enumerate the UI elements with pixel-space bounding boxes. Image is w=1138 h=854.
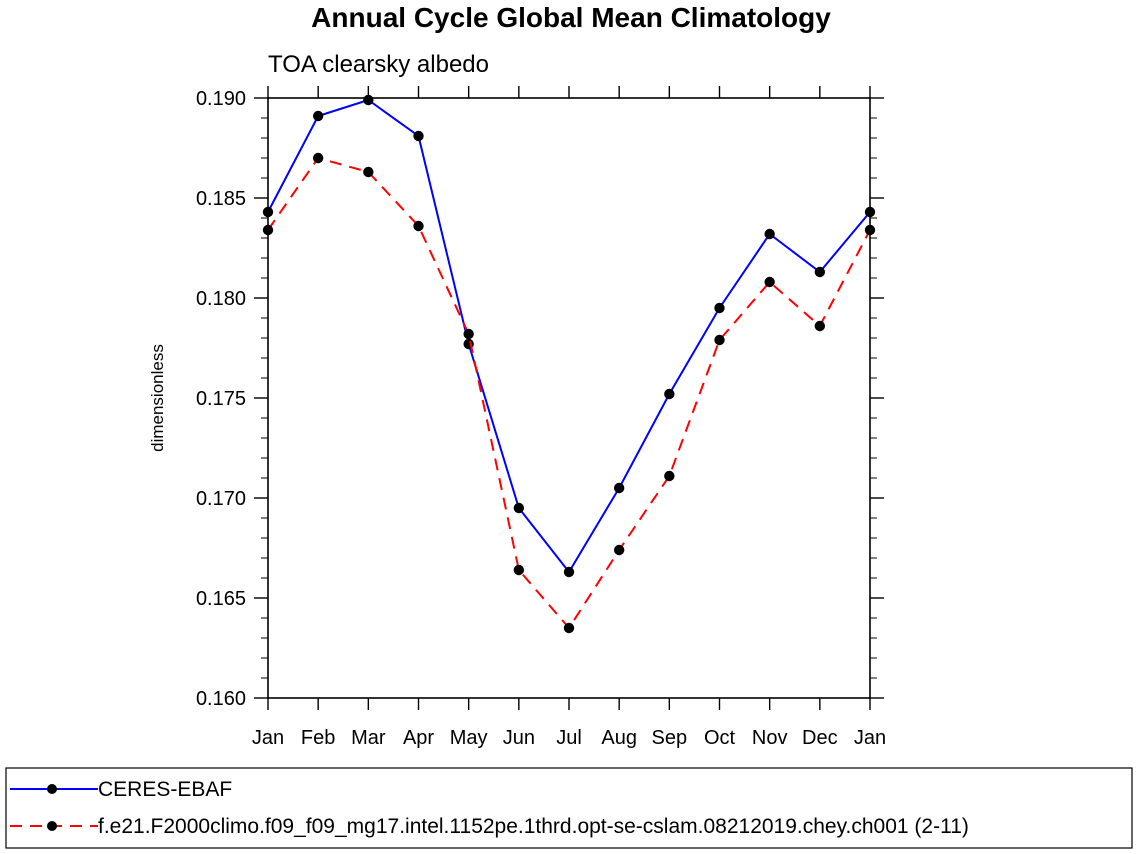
series-1-point — [312, 152, 324, 164]
series-1-point — [363, 166, 374, 178]
y-tick-label: 0.185 — [196, 188, 246, 210]
y-tick-label: 0.160 — [196, 688, 246, 710]
series-line-0 — [267, 98, 871, 574]
x-tick-label: Aug — [601, 727, 637, 749]
x-tick-label: Nov — [752, 727, 788, 749]
legend-marker-ceres — [47, 784, 57, 794]
series-0-point — [864, 206, 876, 218]
x-tick-label: Feb — [301, 727, 335, 749]
series-1-point — [814, 320, 826, 332]
plot-area — [267, 97, 871, 699]
x-tick-label: Sep — [652, 727, 688, 749]
y-tick-label: 0.180 — [196, 288, 246, 310]
x-tick-label: Oct — [704, 727, 736, 749]
series-0-point — [613, 482, 625, 494]
series-1-point — [664, 470, 675, 482]
series-0-point — [764, 228, 775, 240]
series-1-point — [864, 224, 876, 236]
x-tick-label: May — [450, 727, 488, 749]
series-1-point — [563, 622, 575, 634]
legend-label-model: f.e21.F2000climo.f09_f09_mg17.intel.1152… — [98, 815, 969, 838]
series-layer — [262, 94, 876, 634]
series-1-point — [714, 334, 725, 346]
y-tick-label: 0.165 — [196, 588, 246, 610]
series-0 — [262, 94, 876, 578]
series-1-point — [262, 224, 274, 236]
series-0-point — [513, 502, 525, 514]
series-0-point — [814, 266, 826, 278]
y-tick-label: 0.175 — [196, 388, 246, 410]
chart-title: Annual Cycle Global Mean Climatology — [311, 2, 831, 33]
series-0-point — [312, 110, 324, 122]
series-1-point — [463, 328, 474, 340]
series-1-point — [513, 564, 525, 576]
chart-subtitle: TOA clearsky albedo — [268, 51, 489, 78]
x-tick-label: Jan — [252, 727, 284, 749]
x-tick-label: Jan — [854, 727, 886, 749]
series-1-point — [764, 276, 775, 288]
x-tick-label: Apr — [403, 727, 434, 749]
series-1-point — [613, 544, 625, 556]
series-1-point — [413, 220, 424, 232]
x-tick-label: Mar — [351, 727, 386, 749]
series-0-point — [413, 130, 424, 142]
axes-layer: 0.160 0.165 0.170 0.175 0.180 0.185 0.190 Jan Fe… — [196, 86, 886, 749]
series-line-1 — [267, 156, 871, 630]
x-tick-label: Jul — [556, 727, 582, 749]
x-tick-label: Jun — [503, 727, 535, 749]
legend-entry-model: f.e21.F2000climo.f09_f09_mg17.intel.1152… — [10, 815, 969, 838]
y-tick-label: 0.170 — [196, 488, 246, 510]
plot-frame — [267, 97, 871, 699]
x-tick-label: Dec — [802, 727, 838, 749]
legend-marker-model — [47, 821, 57, 831]
legend-entry-ceres: CERES-EBAF — [10, 778, 232, 801]
y-axis-label: dimensionless — [148, 344, 167, 452]
legend-box — [5, 767, 1133, 849]
series-0-point — [563, 566, 575, 578]
series-1 — [262, 152, 876, 634]
series-0-point — [262, 206, 274, 218]
legend-label-ceres: CERES-EBAF — [98, 778, 232, 801]
y-tick-label: 0.190 — [196, 88, 246, 110]
series-0-point — [714, 302, 725, 314]
series-0-point — [363, 94, 374, 106]
series-0-point — [664, 388, 675, 400]
